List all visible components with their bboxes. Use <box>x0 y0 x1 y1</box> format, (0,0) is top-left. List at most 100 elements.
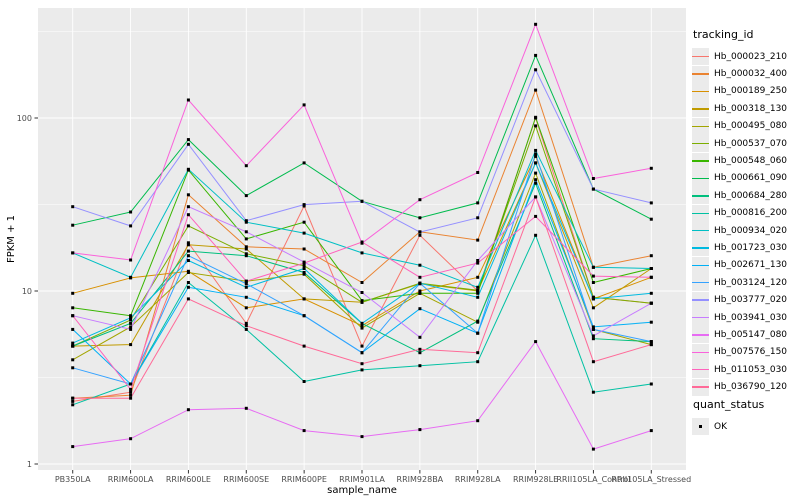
x-tick-label: RRIM901LA <box>339 475 385 484</box>
legend-key-swatch <box>692 187 709 205</box>
data-point <box>591 334 595 338</box>
data-point <box>534 68 538 72</box>
data-point <box>534 161 538 165</box>
data-point <box>476 319 480 323</box>
data-point <box>244 282 248 286</box>
data-point <box>591 177 595 180</box>
series-color-line-icon <box>692 142 709 145</box>
series-color-line-icon <box>692 195 709 197</box>
data-point <box>71 366 75 370</box>
data-point <box>186 193 190 197</box>
data-point <box>302 261 306 265</box>
data-point <box>360 321 364 325</box>
legend-item-Hb_005147_080: Hb_005147_080 <box>692 326 800 344</box>
data-point <box>244 230 248 234</box>
data-point <box>129 224 133 228</box>
y-tick-label: 10 <box>22 287 32 296</box>
data-point <box>476 261 480 265</box>
data-point <box>186 285 190 289</box>
legend-key-swatch <box>692 117 709 135</box>
legend-item-label: Hb_000318_130 <box>714 103 788 114</box>
legend-item-label: Hb_002671_130 <box>714 260 788 271</box>
data-point <box>649 201 653 205</box>
legend-item-Hb_003777_020: Hb_003777_020 <box>692 291 800 309</box>
data-point <box>418 351 422 355</box>
data-point <box>186 241 190 245</box>
legend-item-label: Hb_000023_210 <box>714 51 788 62</box>
legend-key-swatch <box>692 65 709 83</box>
data-point <box>649 275 653 279</box>
data-point <box>418 275 422 279</box>
data-point <box>302 231 306 235</box>
data-point <box>649 429 653 433</box>
data-point <box>360 324 364 328</box>
data-point <box>302 247 306 251</box>
data-point <box>129 325 133 329</box>
legend-item-Hb_003124_120: Hb_003124_120 <box>692 274 800 292</box>
data-point <box>302 103 306 107</box>
data-point <box>244 321 248 325</box>
data-point <box>129 382 133 386</box>
data-point <box>129 393 133 397</box>
data-point <box>418 307 422 311</box>
data-point <box>649 291 653 295</box>
data-point <box>71 291 75 295</box>
data-point <box>186 205 190 209</box>
series-color-line-icon <box>692 229 709 232</box>
legend-key-swatch <box>692 309 709 327</box>
data-point <box>591 327 595 331</box>
legend-item-Hb_000537_070: Hb_000537_070 <box>692 135 800 153</box>
data-point <box>418 230 422 234</box>
series-color-line-icon <box>692 108 709 110</box>
data-point <box>71 344 75 348</box>
data-point <box>534 88 538 92</box>
legend-item-Hb_000934_020: Hb_000934_020 <box>692 222 800 240</box>
data-point <box>71 314 75 318</box>
data-point <box>418 347 422 351</box>
legend-item-label: Hb_003777_020 <box>714 295 788 306</box>
data-point <box>418 216 422 220</box>
data-point <box>534 233 538 237</box>
data-point <box>476 360 480 364</box>
data-point <box>591 325 595 329</box>
data-point <box>302 429 306 433</box>
data-point <box>591 265 595 269</box>
data-point <box>302 380 306 383</box>
quant-status-key <box>692 418 709 436</box>
legend-item-label: Hb_001723_030 <box>714 242 788 253</box>
data-point <box>129 258 133 262</box>
data-point <box>534 154 538 158</box>
data-point <box>186 408 190 412</box>
series-color-line-icon <box>692 125 709 127</box>
data-point <box>418 198 422 202</box>
data-point <box>186 249 190 253</box>
data-point <box>534 152 538 156</box>
legend-item-label: OK <box>714 421 727 432</box>
data-point <box>186 243 190 247</box>
legend-item-Hb_000684_280: Hb_000684_280 <box>692 187 800 205</box>
data-point <box>534 148 538 152</box>
data-point <box>129 437 133 441</box>
legend-key-swatch <box>692 291 709 309</box>
data-point <box>476 288 480 292</box>
y-axis-title: FPKM + 1 <box>6 215 17 263</box>
data-point <box>71 445 75 449</box>
legend-item-label: Hb_007576_150 <box>714 347 788 358</box>
data-point <box>534 115 538 119</box>
legend-tracking-id: tracking_id Hb_000023_210 Hb_000032_400 Hb… <box>692 28 800 396</box>
data-point <box>129 396 133 400</box>
data-point <box>649 382 653 386</box>
data-point <box>591 281 595 284</box>
data-point <box>476 351 480 355</box>
data-point <box>244 245 248 249</box>
data-point <box>186 142 190 146</box>
data-point <box>418 428 422 432</box>
data-point <box>360 351 364 355</box>
data-point <box>476 216 480 220</box>
series-color-line-icon <box>692 212 709 214</box>
legend-item-label: Hb_000495_080 <box>714 121 788 132</box>
legend-item-Hb_001723_030: Hb_001723_030 <box>692 239 800 257</box>
x-tick-label: RRII105LA_Stressed <box>611 475 691 484</box>
y-tick-label: 1 <box>27 460 32 469</box>
